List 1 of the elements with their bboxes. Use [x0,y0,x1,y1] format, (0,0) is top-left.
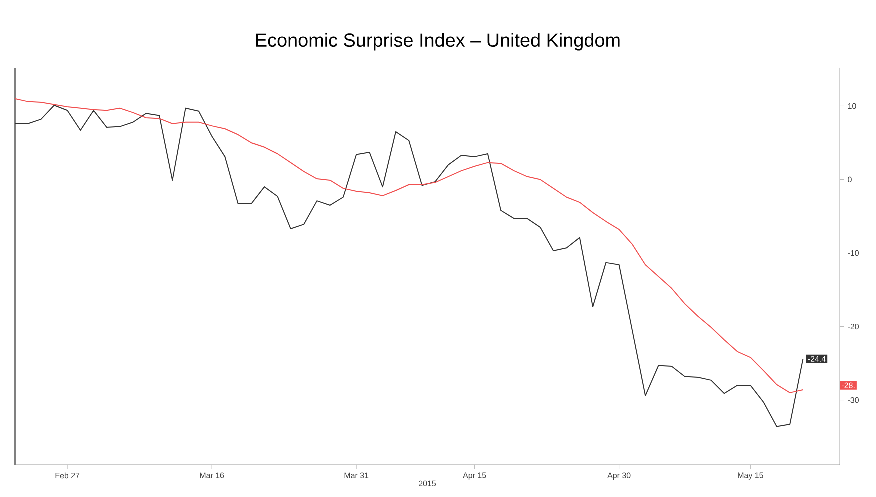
chart-title: Economic Surprise Index – United Kingdom [256,33,620,51]
